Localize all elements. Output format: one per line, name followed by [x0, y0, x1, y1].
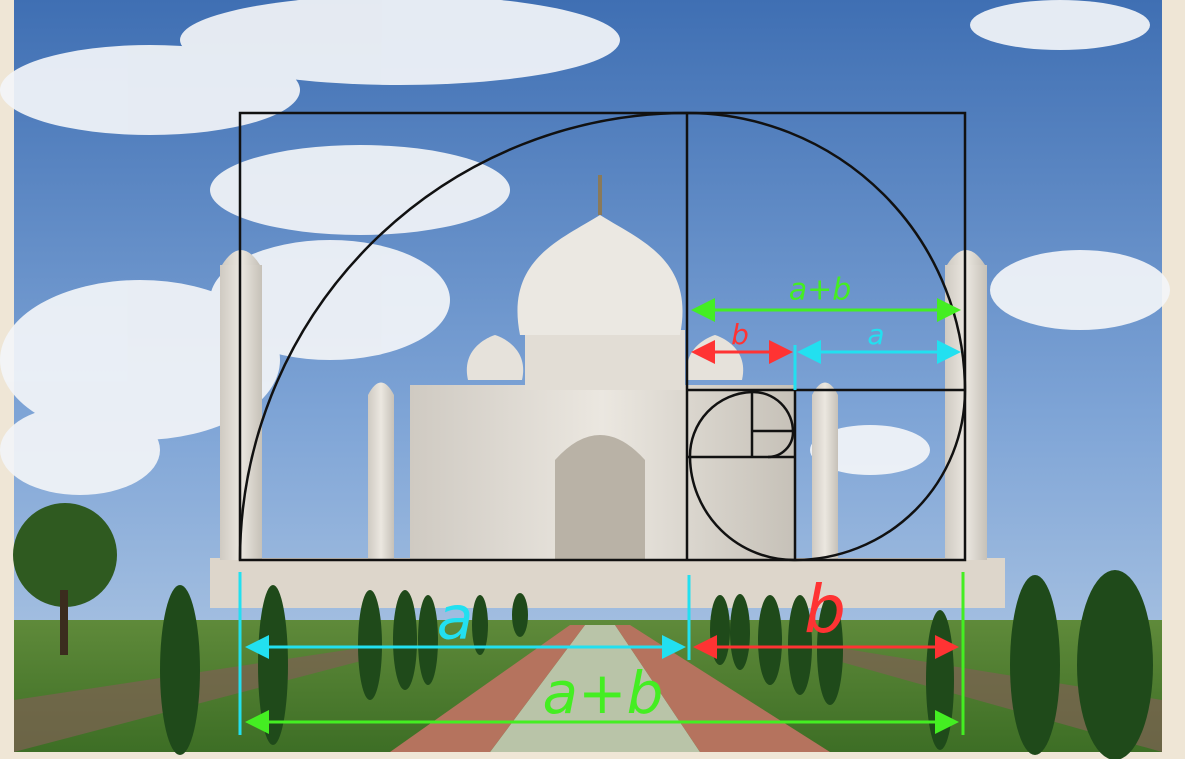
cypress — [358, 590, 382, 700]
cypress — [730, 594, 750, 670]
cypress — [418, 595, 438, 685]
main-arch — [555, 435, 645, 560]
label-a: a — [867, 318, 884, 351]
drum — [525, 330, 685, 390]
plinth — [210, 558, 1005, 608]
cypress — [758, 595, 782, 685]
page: Golden ratio overlay {"annotations": ["a… — [0, 0, 1185, 759]
label-sum: a+b — [543, 659, 664, 727]
label-b: b — [804, 571, 846, 648]
cypress — [160, 585, 200, 755]
cypress — [1077, 570, 1153, 759]
photo-frame: a+b b a a b a+b — [0, 0, 1185, 759]
label-sum: a+b — [789, 273, 852, 308]
cypress — [710, 595, 730, 665]
body: a+b b a a b a+b (() => { const data = JS… — [0, 0, 1185, 759]
trunk — [60, 590, 68, 655]
label-b: b — [731, 318, 749, 351]
cypress — [393, 590, 417, 690]
cypress — [1010, 575, 1060, 755]
cypress — [512, 593, 528, 637]
label-a: a — [437, 584, 474, 654]
cypress — [926, 610, 954, 750]
